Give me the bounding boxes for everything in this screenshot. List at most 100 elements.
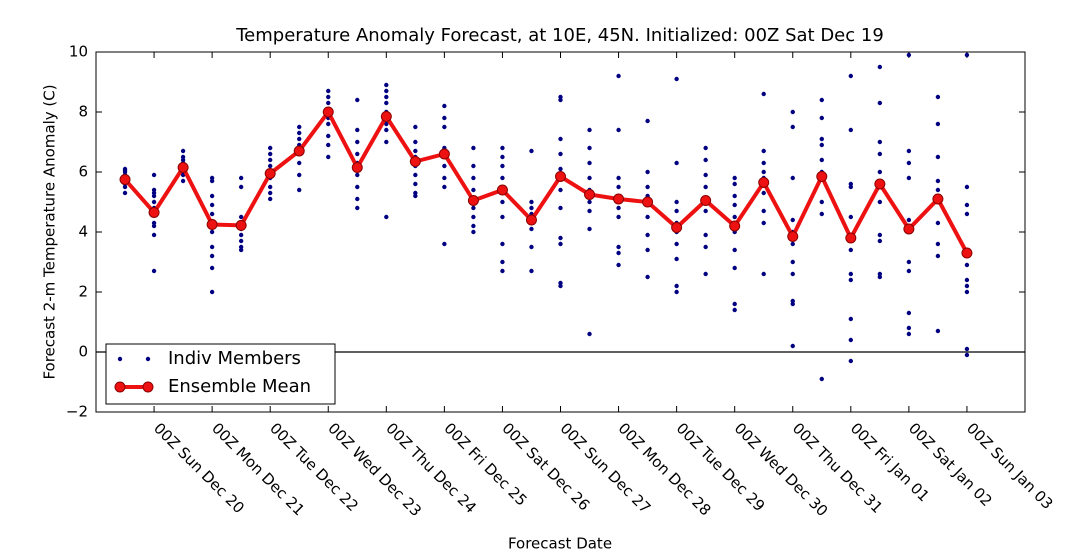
member-dot — [732, 307, 737, 313]
member-dot — [906, 175, 912, 181]
member-dot — [616, 214, 621, 220]
member-dot — [674, 241, 679, 247]
member-dot — [326, 100, 331, 106]
member-dot — [326, 88, 331, 94]
member-dot — [587, 331, 592, 337]
member-dot — [616, 184, 621, 190]
member-dot — [819, 211, 824, 217]
member-dot — [500, 175, 505, 181]
legend-label: Ensemble Mean — [168, 376, 311, 397]
mean-marker — [206, 219, 218, 230]
member-dot — [297, 136, 302, 142]
member-dot — [819, 199, 824, 205]
member-dot — [442, 124, 447, 130]
member-dot — [122, 168, 128, 173]
member-dot — [238, 184, 244, 190]
member-dot — [616, 244, 621, 250]
member-dot — [384, 121, 389, 127]
member-dot — [732, 247, 737, 253]
member-dot — [267, 145, 273, 151]
member-dot — [587, 199, 592, 205]
member-dot — [297, 124, 302, 130]
member-dot — [122, 190, 128, 196]
member-dot — [703, 232, 708, 238]
member-dot — [906, 310, 912, 316]
legend-mean-swatch — [114, 381, 126, 393]
member-dot — [732, 202, 737, 208]
member-dot — [906, 160, 912, 166]
member-dot — [413, 139, 418, 145]
member-dot — [674, 76, 679, 82]
member-dot — [558, 187, 563, 193]
member-dot — [151, 190, 157, 196]
member-dot — [906, 325, 912, 331]
member-dot — [761, 208, 766, 214]
member-dot — [645, 184, 650, 190]
y-tick-label: −2 — [66, 403, 88, 421]
member-dot — [355, 139, 360, 145]
member-dot — [500, 214, 505, 220]
member-dot — [790, 343, 795, 349]
member-dot — [790, 259, 795, 265]
mean-marker — [584, 189, 596, 200]
mean-line — [123, 108, 969, 254]
member-dot — [471, 205, 476, 211]
member-dot — [848, 127, 854, 133]
member-dot — [732, 175, 737, 181]
member-dot — [500, 259, 505, 265]
member-dot — [209, 289, 215, 295]
member-dot — [906, 52, 912, 58]
member-dot — [964, 211, 970, 217]
member-dot — [267, 151, 273, 157]
member-dot — [238, 175, 244, 181]
member-dot — [790, 109, 795, 115]
member-dot — [238, 247, 244, 253]
member-dot — [616, 262, 621, 268]
member-dot — [558, 235, 563, 241]
member-dot — [848, 277, 854, 283]
member-dot — [848, 184, 854, 190]
plot-frame — [95, 51, 1026, 413]
member-dot — [761, 169, 766, 175]
member-dot — [964, 289, 970, 295]
member-dot — [906, 148, 912, 154]
member-dot — [529, 199, 534, 205]
mean-marker — [787, 231, 799, 242]
mean-marker — [264, 168, 276, 179]
member-dot — [848, 358, 854, 364]
member-dot — [819, 157, 824, 163]
member-dot — [935, 178, 941, 184]
legend-label: Indiv Members — [168, 348, 301, 369]
member-dot — [587, 160, 592, 166]
x-axis-label: Forecast Date — [508, 535, 612, 553]
member-dot — [529, 268, 534, 274]
member-dot — [180, 148, 186, 154]
member-dot — [964, 202, 970, 208]
member-dot — [355, 205, 360, 211]
member-dot — [500, 163, 505, 169]
member-dot — [500, 268, 505, 274]
member-dot — [558, 97, 563, 103]
member-dot — [877, 64, 883, 70]
mean-marker — [903, 223, 915, 235]
member-dot — [413, 181, 418, 187]
mean-marker — [467, 195, 479, 206]
member-dot — [587, 226, 592, 232]
chart-title: Temperature Anomaly Forecast, at 10E, 45… — [235, 25, 884, 46]
member-dot — [645, 214, 650, 220]
mean-marker — [671, 222, 683, 233]
member-dot — [848, 214, 854, 220]
member-dot — [761, 160, 766, 166]
member-dot — [935, 187, 941, 193]
member-dot — [209, 178, 215, 184]
y-axis-label: Forecast 2-m Temperature Anomaly (C) — [41, 84, 59, 379]
member-dot — [616, 127, 621, 133]
member-dot — [732, 193, 737, 199]
member-dot — [732, 181, 737, 187]
y-tick-label: 0 — [78, 343, 88, 361]
mean-marker — [613, 193, 625, 205]
member-dot — [906, 268, 912, 274]
mean-marker — [148, 207, 160, 218]
member-dot — [790, 175, 795, 181]
member-dot — [964, 283, 970, 289]
